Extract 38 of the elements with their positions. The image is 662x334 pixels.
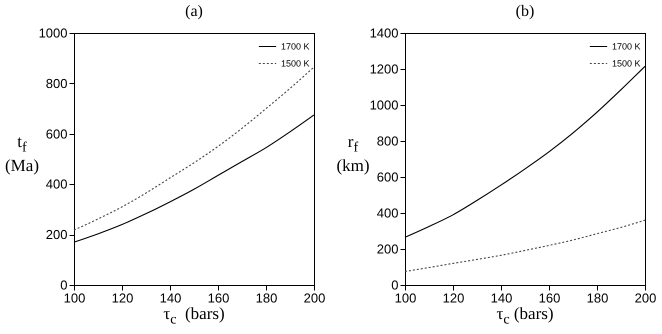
y-tick-label: 200 [46,227,68,242]
legend-label: 1500 K [281,58,310,68]
chart-title: (b) [516,3,534,20]
y-tick-label: 1400 [370,26,398,40]
y-axis-title: r$_{f}$ (km) [335,132,371,176]
y-tick-label: 600 [46,126,68,142]
y-tick-label: 0 [391,278,398,292]
x-tick-label: 100 [64,290,86,306]
chart-title: (a) [185,3,203,20]
x-tick-label: 200 [304,290,326,306]
x-tick-label: 160 [538,290,560,306]
x-tick-label: 180 [586,290,608,306]
y-tick-label: 1000 [38,26,68,40]
y-tick-label: 400 [376,206,398,220]
y-tick-label: 800 [376,134,398,148]
x-tick-label: 140 [490,290,512,306]
x-tick-label: 180 [256,290,278,306]
line-series [404,220,646,272]
x-tick-label: 120 [442,290,464,306]
x-tick-label: 140 [160,290,182,306]
x-tick-label: 160 [208,290,230,306]
legend-label: 1700 K [281,42,310,52]
line-series [73,66,315,231]
x-tick-label: 200 [634,290,656,306]
x-axis-title: τ$_{c}$ (bars) [162,304,226,328]
legend-label: 1700 K [612,42,641,52]
y-tick-label: 0 [60,278,68,292]
y-tick-label: 800 [46,76,68,91]
x-axis-title: τ$_{c}$ (bars) [495,304,555,328]
legend-label: 1500 K [612,58,641,68]
y-axis-title: t$_{f}$ (Ma) [4,132,40,176]
x-tick-label: 120 [112,290,134,306]
y-tick-label: 1000 [370,98,398,112]
y-tick-label: 200 [376,242,398,256]
y-tick-label: 600 [376,170,398,184]
y-tick-label: 1200 [370,62,398,76]
x-tick-label: 100 [394,290,416,306]
y-tick-label: 400 [46,176,68,192]
